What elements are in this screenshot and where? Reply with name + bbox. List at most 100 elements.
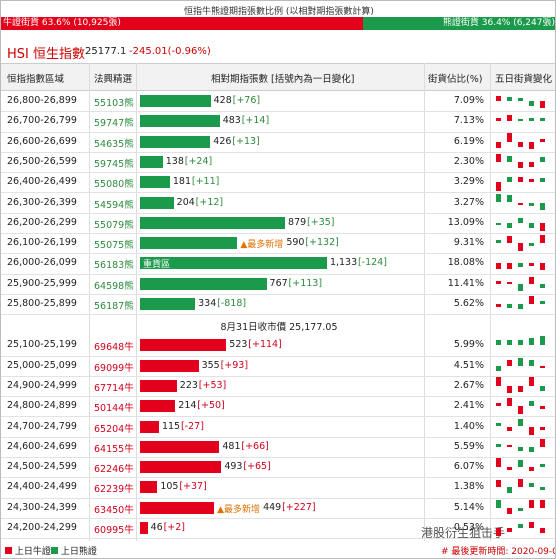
range: 26,800-26,899	[7, 95, 77, 106]
col-sep	[424, 63, 425, 541]
mini-bar	[496, 153, 501, 162]
code: 62239牛	[94, 484, 134, 496]
row	[1, 335, 555, 357]
mini-bar	[507, 444, 512, 447]
code: 54635熊	[94, 138, 134, 150]
mini-bar	[529, 401, 534, 407]
change: [+2]	[163, 522, 185, 533]
mini-bar	[518, 478, 523, 488]
col-header: 五日街貨變化	[495, 74, 553, 85]
code: 50144牛	[94, 403, 134, 415]
range: 25,100-25,199	[7, 339, 77, 351]
mini-bar	[518, 446, 523, 452]
change: [+13]	[232, 135, 260, 147]
bar	[140, 400, 176, 413]
mini-bar	[540, 117, 545, 122]
share: 11.41%	[447, 277, 484, 289]
row	[1, 356, 555, 377]
col-header: 恒指指數區域	[7, 74, 65, 85]
mini-bar	[507, 155, 512, 162]
bar	[140, 501, 215, 514]
row	[1, 457, 555, 479]
code: 64155牛	[94, 443, 134, 455]
mini-bar	[496, 240, 501, 244]
col-sep	[89, 63, 90, 541]
tag: ▲最多新增	[240, 240, 284, 251]
change: [+12]	[195, 196, 224, 208]
mini-bar	[540, 365, 545, 368]
mini-bar	[518, 358, 523, 366]
mini-bar	[496, 280, 501, 284]
mini-bar	[496, 263, 501, 269]
mini-bar	[507, 222, 512, 228]
range: 24,800-24,899	[7, 400, 77, 412]
mini-bar	[540, 463, 545, 468]
mini-bar	[529, 295, 534, 304]
mini-bar	[496, 500, 501, 508]
value: 426	[213, 135, 232, 147]
update-time: # 最後更新時間: 2020-09-01 0	[441, 547, 555, 557]
mini-bar	[529, 263, 534, 267]
change: [+114]	[248, 339, 282, 351]
change: [-818]	[217, 298, 247, 309]
mini-bar	[540, 202, 545, 210]
mini-bar	[529, 141, 534, 149]
bar	[140, 420, 159, 433]
mini-bar	[529, 446, 534, 453]
range: 26,000-26,099	[7, 257, 77, 269]
mini-bar	[540, 235, 545, 244]
mini-bar	[507, 115, 512, 122]
code: 65204牛	[94, 423, 134, 435]
value: 181	[172, 176, 191, 188]
mini-bar	[529, 202, 534, 206]
bull-ratio: 牛證街貨 63.6% (10,925張)	[1, 17, 363, 30]
mini-bar	[529, 178, 534, 183]
change: [-27]	[180, 420, 204, 432]
share: 18.08%	[447, 257, 484, 269]
mini-bar	[518, 283, 523, 291]
mini-bar	[540, 263, 545, 270]
index-change: -245.01(-0.96%)	[129, 46, 211, 57]
code: 54594熊	[94, 199, 134, 211]
row	[1, 477, 555, 499]
bar	[140, 216, 286, 229]
range: 25,900-25,999	[7, 277, 77, 289]
divider: 8月31日收市價 25,177.05	[220, 322, 338, 334]
mini-bar	[496, 422, 501, 427]
mini-bar	[507, 263, 512, 269]
mini-bar	[540, 157, 545, 162]
mini-bar	[529, 243, 534, 246]
mini-bar	[518, 263, 523, 267]
tag: ▲最多新增	[217, 504, 260, 515]
code: 59745熊	[94, 158, 134, 170]
share: 1.38%	[453, 481, 484, 493]
change: [+65]	[243, 461, 271, 473]
share: 6.07%	[453, 461, 484, 473]
legend-bear: 上日熊證	[51, 544, 97, 557]
value: 223	[179, 379, 198, 391]
share: 5.14%	[453, 501, 484, 513]
mini-bar	[507, 132, 512, 142]
table-header	[1, 63, 555, 91]
mini-bar	[507, 97, 512, 101]
mini-bar	[507, 467, 512, 470]
range: 24,500-24,599	[7, 461, 77, 473]
share: 6.19%	[453, 135, 484, 147]
value: 449	[263, 501, 282, 513]
mini-bar	[540, 406, 545, 409]
range: 24,400-24,499	[7, 481, 77, 493]
mini-bar	[540, 336, 545, 346]
code: 59747熊	[94, 118, 134, 130]
code: 62246牛	[94, 464, 134, 476]
row	[1, 518, 555, 540]
mini-bar	[518, 217, 523, 223]
range: 26,200-26,299	[7, 216, 77, 228]
code: 64598熊	[94, 280, 134, 292]
bar	[140, 359, 199, 372]
value: 483	[222, 115, 241, 127]
value: 334	[198, 298, 217, 309]
code: 60995牛	[94, 525, 134, 536]
value: 214	[178, 400, 197, 412]
mini-bar	[507, 236, 512, 244]
col-sep	[136, 63, 137, 541]
